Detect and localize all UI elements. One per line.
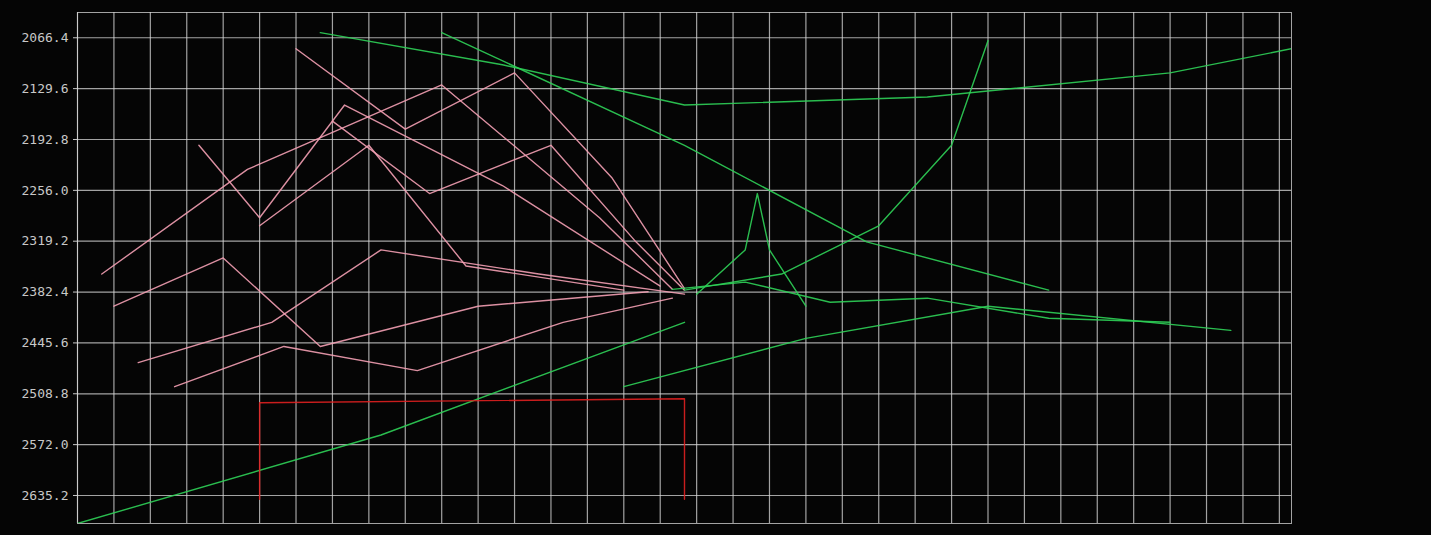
svg-text:2192.8: 2192.8 — [22, 132, 69, 147]
svg-text:2635.2: 2635.2 — [22, 488, 69, 503]
svg-text:2129.6: 2129.6 — [22, 81, 69, 96]
svg-text:2066.4: 2066.4 — [22, 30, 69, 45]
svg-text:2256.0: 2256.0 — [22, 183, 69, 198]
svg-text:2508.8: 2508.8 — [22, 386, 69, 401]
svg-text:2382.4: 2382.4 — [22, 284, 69, 299]
svg-text:2319.2: 2319.2 — [22, 233, 69, 248]
svg-text:2572.0: 2572.0 — [22, 437, 69, 452]
svg-text:2445.6: 2445.6 — [22, 335, 69, 350]
